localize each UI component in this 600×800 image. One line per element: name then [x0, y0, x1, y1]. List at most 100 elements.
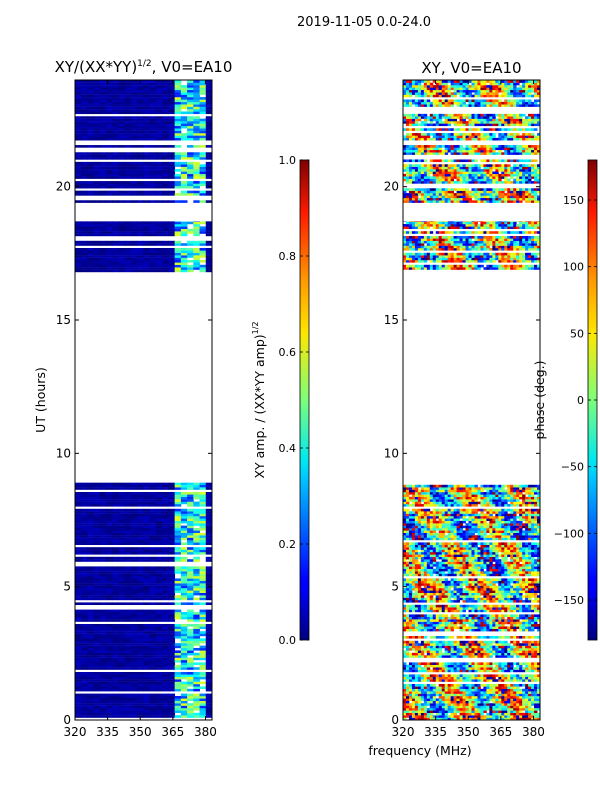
heatmap-cell	[93, 116, 101, 119]
heatmap-cell	[513, 636, 517, 639]
heatmap-cell	[489, 640, 493, 644]
heatmap-cell	[149, 166, 157, 170]
heatmap-cell	[143, 662, 151, 665]
heatmap-cell	[155, 676, 163, 680]
heatmap-cell	[75, 104, 82, 107]
heatmap-cell	[93, 94, 101, 98]
heatmap-cell	[155, 137, 163, 141]
heatmap-cell	[112, 518, 119, 521]
heatmap-cell	[118, 89, 126, 93]
heatmap-cell	[118, 592, 126, 596]
heatmap-cell	[75, 674, 82, 677]
heatmap-cell	[93, 228, 101, 232]
heatmap-cell	[162, 231, 169, 234]
heatmap-cell	[483, 648, 487, 651]
heatmap-cell	[205, 552, 212, 555]
heatmap-cell	[99, 624, 107, 627]
heatmap-cell	[174, 568, 182, 572]
heatmap-cell	[131, 660, 138, 663]
heatmap-cell	[149, 252, 157, 256]
heatmap-cell	[99, 597, 107, 601]
heatmap-cell	[162, 686, 169, 689]
heatmap-cell	[168, 264, 176, 268]
heatmap-cell	[187, 580, 194, 584]
heatmap-cell	[149, 183, 157, 187]
heatmap-cell	[432, 604, 437, 608]
heatmap-cell	[87, 636, 95, 639]
heatmap-cell	[99, 516, 107, 519]
heatmap-cell	[510, 674, 514, 677]
heatmap-cell	[149, 97, 157, 100]
heatmap-cell	[462, 684, 466, 687]
heatmap-cell	[510, 640, 514, 644]
heatmap-cell	[405, 703, 410, 706]
heatmap-cell	[480, 696, 484, 699]
heatmap-cell	[474, 691, 478, 694]
heatmap-cell	[143, 559, 151, 562]
heatmap-cell	[205, 631, 212, 634]
heatmap-cell	[87, 231, 95, 234]
heatmap-cell	[118, 705, 126, 709]
heatmap-cell	[149, 133, 157, 136]
heatmap-cell	[162, 508, 169, 512]
heatmap-cell	[187, 532, 194, 536]
heatmap-cell	[137, 104, 144, 107]
heatmap-cell	[174, 525, 182, 529]
heatmap-cell	[187, 264, 194, 268]
heatmap-cell	[465, 662, 469, 665]
heatmap-cell	[403, 645, 407, 649]
heatmap-cell	[516, 715, 520, 718]
heatmap-cell	[155, 130, 163, 134]
heatmap-cell	[180, 549, 188, 553]
heatmap-cell	[99, 532, 107, 536]
heatmap-cell	[162, 152, 169, 155]
heatmap-cell	[441, 679, 446, 682]
colorbar-tick-label: 0.2	[279, 538, 297, 551]
heatmap-cell	[124, 640, 132, 644]
heatmap-cell	[456, 621, 460, 625]
heatmap-cell	[531, 645, 535, 649]
heatmap-cell	[143, 233, 151, 237]
heatmap-cell	[432, 710, 437, 713]
heatmap-cell	[93, 537, 101, 541]
heatmap-cell	[112, 267, 119, 270]
heatmap-cell	[168, 240, 176, 244]
heatmap-cell	[174, 631, 182, 634]
heatmap-cell	[483, 609, 487, 613]
heatmap-cell	[81, 540, 88, 543]
heatmap-cell	[143, 200, 151, 203]
heatmap-cell	[106, 116, 113, 119]
heatmap-cell	[420, 614, 425, 617]
heatmap-cell	[205, 82, 212, 86]
heatmap-cell	[471, 667, 475, 670]
heatmap-cell	[75, 80, 82, 83]
heatmap-cell	[137, 264, 144, 268]
heatmap-cell	[124, 710, 132, 713]
heatmap-cell	[486, 674, 490, 677]
heatmap-cell	[193, 588, 200, 591]
heatmap-cell	[99, 164, 107, 167]
heatmap-cell	[143, 657, 151, 661]
heatmap-cell	[124, 528, 132, 531]
heatmap-cell	[414, 698, 419, 701]
heatmap-cell	[435, 664, 440, 668]
heatmap-cell	[492, 640, 496, 644]
heatmap-cell	[118, 595, 126, 598]
heatmap-cell	[93, 231, 101, 234]
heatmap-cell	[143, 181, 151, 184]
heatmap-cell	[93, 715, 101, 718]
heatmap-cell	[474, 693, 478, 697]
heatmap-cell	[143, 528, 151, 531]
heatmap-cell	[174, 97, 182, 100]
heatmap-cell	[414, 645, 419, 649]
heatmap-cell	[193, 576, 200, 579]
heatmap-cell	[155, 231, 163, 234]
heatmap-cell	[106, 169, 113, 172]
heatmap-cell	[81, 525, 88, 529]
heatmap-cell	[420, 604, 425, 608]
heatmap-cell	[99, 504, 107, 507]
heatmap-cell	[447, 662, 452, 665]
heatmap-cell	[149, 552, 157, 555]
heatmap-cell	[155, 530, 163, 533]
heatmap-cell	[112, 123, 119, 127]
